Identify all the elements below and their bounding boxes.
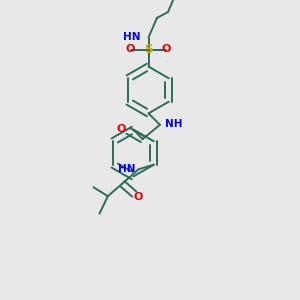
Text: HN: HN bbox=[118, 164, 136, 174]
Text: O: O bbox=[117, 124, 126, 134]
Text: S: S bbox=[144, 43, 153, 56]
Text: O: O bbox=[133, 192, 142, 202]
Text: O: O bbox=[162, 44, 171, 55]
Text: HN: HN bbox=[124, 32, 141, 43]
Text: O: O bbox=[126, 44, 135, 55]
Text: NH: NH bbox=[165, 119, 183, 129]
